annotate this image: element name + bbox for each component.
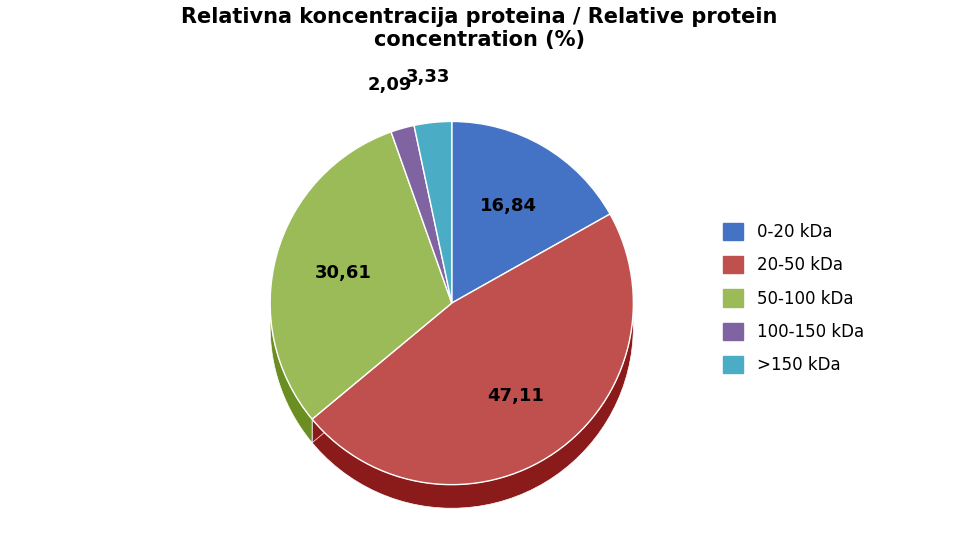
Polygon shape [391,126,414,156]
Polygon shape [270,132,391,442]
Text: 3,33: 3,33 [406,68,450,86]
Title: Relativna koncentracija proteina / Relative protein
concentration (%): Relativna koncentracija proteina / Relat… [181,7,777,50]
Wedge shape [270,132,452,419]
Text: 47,11: 47,11 [488,387,544,405]
Text: 16,84: 16,84 [480,197,537,215]
Wedge shape [414,121,452,303]
Text: 30,61: 30,61 [315,264,372,282]
Polygon shape [312,214,633,508]
Text: 2,09: 2,09 [368,76,412,93]
Wedge shape [312,214,633,485]
Polygon shape [414,121,452,149]
Wedge shape [391,126,452,303]
Wedge shape [452,121,610,303]
Polygon shape [452,121,610,237]
Legend: 0-20 kDa, 20-50 kDa, 50-100 kDa, 100-150 kDa, >150 kDa: 0-20 kDa, 20-50 kDa, 50-100 kDa, 100-150… [715,215,872,382]
